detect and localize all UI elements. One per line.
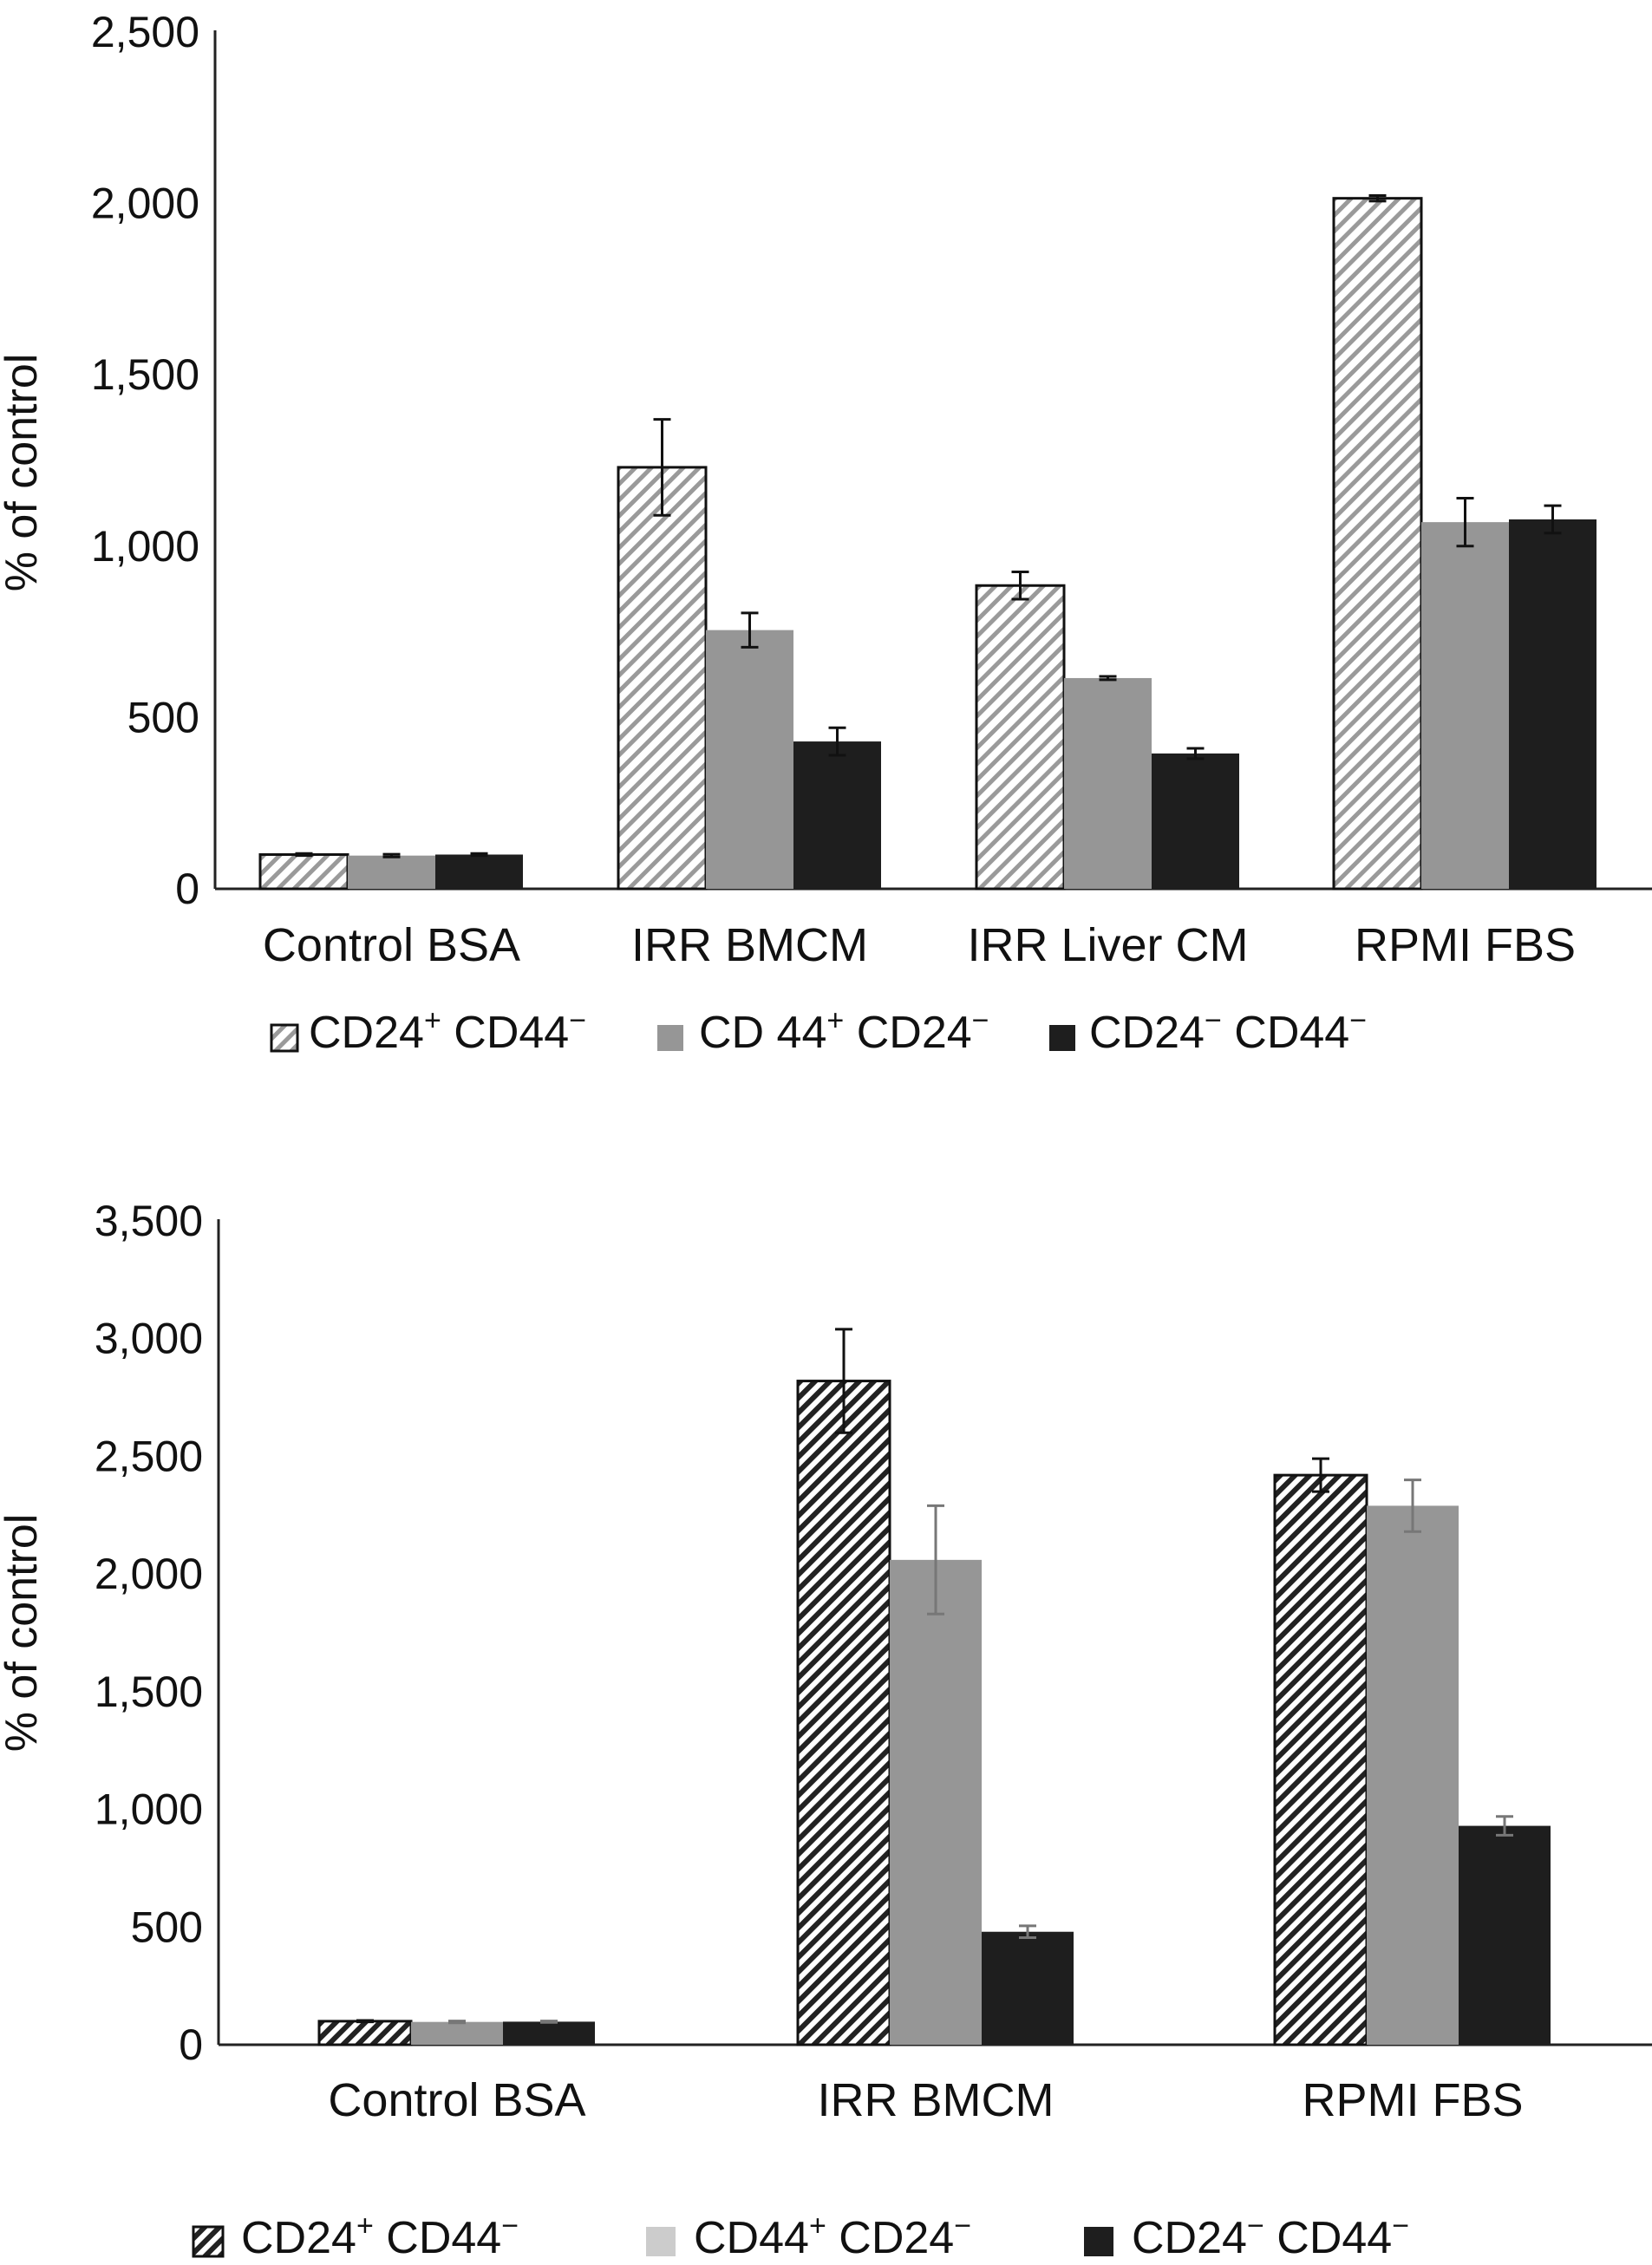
bar	[411, 2021, 503, 2045]
legend-swatch	[270, 1023, 299, 1053]
bar	[1509, 519, 1596, 889]
y-tick-label: 3,000	[95, 1315, 203, 1363]
y-tick-label: 2,000	[91, 180, 199, 228]
y-tick-label: 0	[175, 865, 199, 913]
category-label: RPMI FBS	[1302, 2074, 1523, 2126]
bar	[1367, 1505, 1459, 2045]
legend-swatch	[646, 2227, 676, 2256]
y-tick-label: 2,000	[95, 1550, 203, 1598]
bar	[1064, 677, 1152, 889]
chart-top: 0 500 1,000 1,500 2,000 2,500 % of control Cont…	[0, 8, 1652, 1058]
y-axis-label: % of control	[0, 1514, 47, 1753]
legend-label: CD44+ CD24−	[694, 2210, 971, 2263]
bar	[258, 852, 349, 891]
bar	[617, 466, 708, 891]
legend-label: CD24+ CD44−	[309, 1004, 586, 1058]
category-label: IRR Liver CM	[967, 919, 1248, 971]
y-tick-label: 500	[131, 1903, 203, 1951]
bar	[1421, 522, 1509, 889]
legend-label: CD24+ CD44−	[241, 2210, 519, 2263]
bar	[793, 741, 881, 889]
legend-label: CD24− CD44−	[1132, 2210, 1409, 2263]
bar	[975, 584, 1066, 891]
legend-swatch	[192, 2225, 225, 2258]
bar	[796, 1380, 891, 2046]
bar	[503, 2021, 595, 2045]
y-tick-label: 2,500	[95, 1432, 203, 1480]
bar	[890, 1559, 982, 2045]
category-label: IRR BMCM	[818, 2074, 1055, 2126]
y-tick-label: 0	[179, 2020, 203, 2069]
category-label: Control BSA	[328, 2074, 585, 2126]
category-label: IRR BMCM	[631, 919, 868, 971]
bar	[1273, 1473, 1368, 2046]
bar	[1332, 197, 1423, 891]
y-tick-label: 500	[127, 693, 199, 741]
legend-label: CD24− CD44−	[1089, 1004, 1367, 1058]
y-tick-label: 1,500	[91, 350, 199, 399]
bar	[435, 854, 523, 889]
chart-bottom: 0 500 1,000 1,500 2,000 2,500 3,000 3,500 % of c…	[0, 1197, 1652, 2263]
bar	[1459, 1825, 1551, 2045]
category-label: Control BSA	[263, 919, 520, 971]
bar	[982, 1931, 1074, 2045]
legend-swatch	[1084, 2227, 1113, 2256]
category-label: RPMI FBS	[1355, 919, 1576, 971]
bar	[1152, 753, 1239, 889]
y-tick-label: 3,500	[95, 1197, 203, 1245]
legend-swatch	[1049, 1025, 1075, 1051]
legend-swatch	[657, 1025, 683, 1051]
bar	[348, 855, 435, 889]
y-tick-label: 2,500	[91, 8, 199, 56]
y-tick-label: 1,500	[95, 1668, 203, 1716]
y-axis-label: % of control	[0, 354, 47, 592]
legend-label: CD 44+ CD24−	[699, 1004, 989, 1058]
y-tick-label: 1,000	[95, 1785, 203, 1834]
bar	[706, 630, 793, 889]
bar	[317, 2020, 413, 2046]
y-tick-label: 1,000	[91, 522, 199, 571]
